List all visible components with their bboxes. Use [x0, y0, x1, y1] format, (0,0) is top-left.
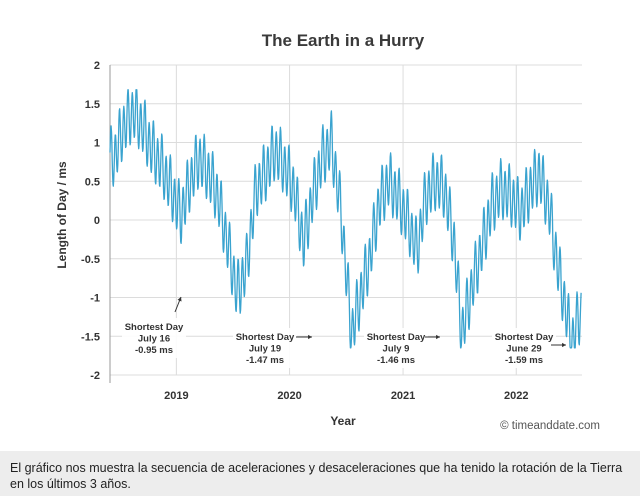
annotation-background: [492, 328, 556, 368]
y-tick-label: 0.5: [85, 176, 100, 188]
y-tick-label: 2: [94, 60, 100, 72]
annotation-label: -1.47 ms: [246, 355, 284, 366]
annotation-label: Shortest Day: [125, 322, 184, 333]
x-axis-ticks: 2019 2020 2021 2022: [164, 390, 528, 402]
annotation-arrowhead: [308, 334, 312, 340]
annotation-label: Shortest Day: [236, 332, 295, 343]
chart: The Earth in a Hurry 2 1.5 1 0.5 0 -0.5 -1 -1.5…: [55, 31, 600, 432]
caption-text: El gráfico nos muestra la secuencia de a…: [0, 451, 640, 496]
y-tick-label: 1.5: [85, 99, 100, 111]
annotation-label: Shortest Day: [495, 332, 554, 343]
y-axis-ticks: 2 1.5 1 0.5 0 -0.5 -1 -1.5 -2: [81, 60, 100, 382]
y-tick-label: -0.5: [81, 254, 100, 266]
annotation-label: June 29: [506, 344, 541, 355]
annotation-arrowhead: [177, 297, 182, 302]
annotation-label: Shortest Day: [367, 332, 426, 343]
y-tick-label: -1: [90, 293, 100, 305]
y-tick-label: 0: [94, 215, 100, 227]
annotation-label: -1.46 ms: [377, 355, 415, 366]
x-tick-label: 2019: [164, 390, 188, 402]
annotation-arrowhead: [436, 334, 440, 340]
chart-title: The Earth in a Hurry: [262, 31, 425, 50]
x-tick-label: 2022: [504, 390, 528, 402]
x-tick-label: 2020: [277, 390, 301, 402]
annotation-background: [364, 328, 428, 368]
y-tick-label: -2: [90, 370, 100, 382]
annotation-arrowhead: [562, 342, 566, 348]
annotation-label: -1.59 ms: [505, 355, 543, 366]
y-tick-label: 1: [94, 138, 100, 150]
annotation-label: July 19: [249, 344, 281, 355]
x-axis-title: Year: [330, 414, 356, 428]
y-tick-label: -1.5: [81, 331, 100, 343]
series-line: [109, 89, 582, 349]
credit-text: © timeanddate.com: [500, 420, 600, 432]
x-tick-label: 2021: [391, 390, 415, 402]
annotation-label: July 16: [138, 334, 170, 345]
annotation-background: [233, 328, 297, 368]
annotation-label: -0.95 ms: [135, 345, 173, 356]
annotation-label: July 9: [383, 344, 410, 355]
y-axis-title: Length of Day / ms: [55, 161, 69, 269]
annotation-background: [122, 318, 186, 358]
